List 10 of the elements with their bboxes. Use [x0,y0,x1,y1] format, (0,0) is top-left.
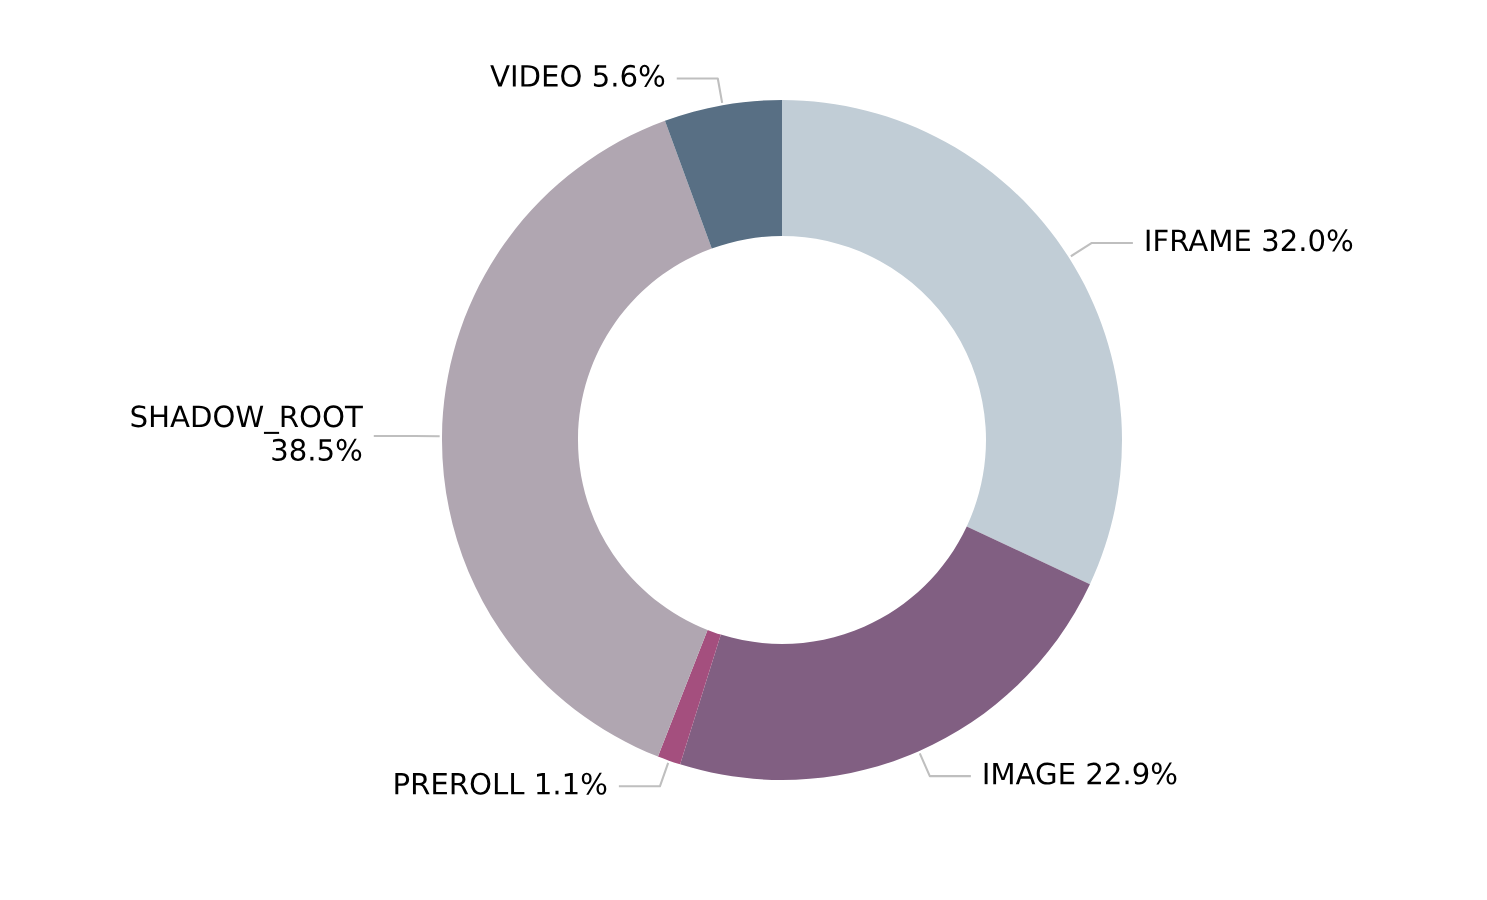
donut-slice [664,100,782,249]
data-label: 38.5% [272,438,362,461]
donut-slice [442,120,712,757]
slice-label: VIDEO 5.6% [490,64,665,87]
slice-label: SHADOW_ROOT [131,405,363,434]
slice-label: IMAGE 22.9% [984,762,1177,785]
slice-label: PREROLL 1.1% [395,772,607,795]
donut-slice [657,629,721,765]
slice-label: IFRAME 32.0% [1146,229,1353,252]
donut-slice [782,100,1122,585]
